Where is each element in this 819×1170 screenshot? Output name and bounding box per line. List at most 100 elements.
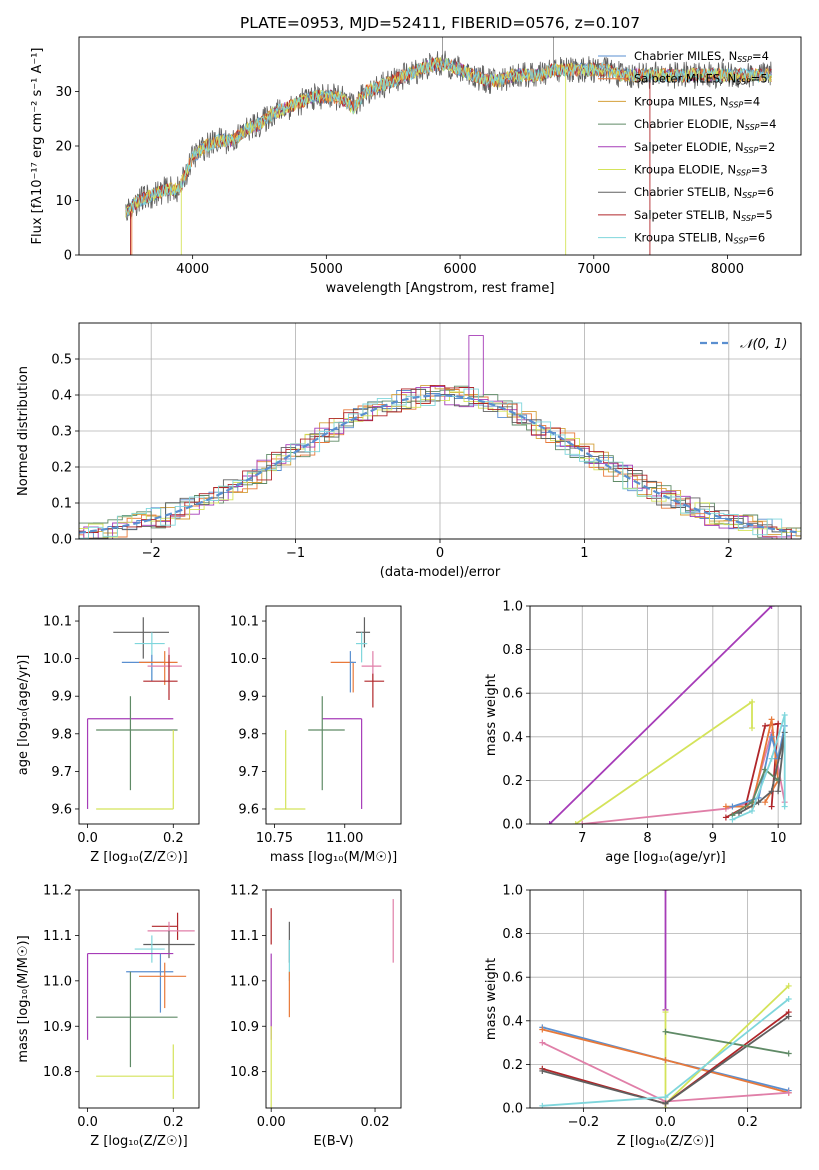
x-tick-label: 0.2 [163,831,184,846]
histograms [79,335,801,539]
x-axis-label: Z [log₁₀(Z/Z☉)] [90,850,187,865]
y-tick-label: 10.8 [230,1065,259,1080]
weight-marker [749,807,756,814]
plot-frame [78,605,200,825]
y-tick-label: 9.6 [51,802,72,817]
axes-mass-vs-Z: 0.0 0.2 10.8 10.9 11.0 11.1 11.2 Z [log₁₀(Z/Z☉)… [16,884,188,1150]
x-tick-label: −0.2 [568,1115,600,1130]
y-tick-label: 0.8 [502,643,523,658]
weight-marker [662,1094,669,1101]
weight-marker [762,799,769,806]
legend-label: Salpeter MILES, NSSP=5 [634,72,768,87]
plot-frame [78,322,802,540]
x-tick-label: 8000 [711,262,744,277]
y-tick-label: 9.8 [238,727,259,742]
y-tick-label: 11.0 [230,974,259,989]
x-tick-label: 0.02 [361,1115,390,1130]
weight-marker [768,803,775,810]
y-tick-label: 0.4 [51,389,72,404]
spectrum-series [125,57,772,215]
axes-mass-vs-ebv: 0.00 0.02 10.8 10.9 11.0 11.1 11.2 E(B-V) [230,884,389,1150]
y-tick-label: 10.0 [43,652,72,667]
y-tick-label: 0 [64,249,72,264]
weight-series [665,1030,789,1055]
weight-marker [662,1028,669,1035]
y-tick-label: 0.1 [51,497,72,512]
y-tick-label: 0.3 [51,425,72,440]
x-tick-label: 0.0 [77,1115,98,1130]
residual-histogram [79,388,801,539]
y-axis-label: Flux [fλ10⁻¹⁷ erg cm⁻² s⁻¹ A⁻¹] [30,48,45,245]
x-tick-label: 0.0 [77,831,98,846]
y-tick-label: 0.2 [51,461,72,476]
weight-series [731,768,779,817]
errorbars [270,899,394,1108]
plot-frame [265,889,402,1109]
y-axis-label: mass weight [484,958,499,1040]
x-axis-label: age [log₁₀(age/yr)] [605,850,726,865]
weight-marker [662,1057,669,1064]
y-tick-label: 0.4 [502,730,523,745]
legend-label: Chabrier MILES, NSSP=4 [634,49,769,64]
y-tick-label: 0.6 [502,971,523,986]
x-tick-label: 7000 [577,262,610,277]
errorbars [274,617,385,810]
weight-marker [768,733,775,740]
normal-curve [79,394,801,534]
weight-series [548,606,773,824]
weight-marker [749,698,756,705]
weight-marker [749,725,756,732]
errorbars [86,617,182,810]
x-tick-label: 9 [709,831,717,846]
y-tick-label: 0.6 [502,687,523,702]
x-axis-label: E(B-V) [313,1134,353,1149]
y-tick-label: 0.0 [502,818,523,833]
weight-marker [768,606,775,609]
plot-frame [78,36,802,256]
weight-lines [539,890,792,1108]
legend-label: Salpeter STELIB, NSSP=5 [634,208,773,223]
y-tick-label: 0.8 [502,927,523,942]
weight-marker [735,810,742,817]
weight-marker [768,788,775,795]
y-tick-label: 9.7 [51,765,72,780]
x-tick-label: 11.00 [326,831,363,846]
x-tick-label: 5000 [310,262,343,277]
x-tick-label: 0.2 [737,1115,758,1130]
y-tick-label: 20 [55,140,72,155]
y-tick-label: 9.8 [51,727,72,742]
axes-age-vs-mass: 10.75 11.00 9.6 9.7 9.8 9.9 10.0 10.1 mass [log₁… [230,615,397,865]
y-tick-label: 10.8 [43,1065,72,1080]
y-tick-label: 0.0 [502,1102,523,1117]
plot-frame [529,889,802,1109]
legend-label: Salpeter ELODIE, NSSP=2 [634,140,775,155]
weight-marker [785,1089,792,1096]
y-tick-label: 0.5 [51,353,72,368]
weight-marker [539,1067,546,1074]
weight-marker [781,712,788,718]
residual-histogram [79,389,801,539]
legend-label: Kroupa STELIB, NSSP=6 [634,231,765,246]
y-tick-label: 1.0 [502,884,523,899]
y-axis-label: age [log₁₀(age/yr)] [16,655,31,776]
residual-histogram [79,386,801,539]
x-axis-label: wavelength [Angstrom, rest frame] [326,281,555,296]
y-tick-label: 9.6 [238,802,259,817]
weight-marker [662,890,669,893]
axes-residuals: −2 −1 0 1 2 0.0 0.1 0.2 0.3 0.4 0.5 (data-model)/er… [16,323,801,580]
x-tick-label: 7 [578,831,586,846]
x-axis-label: mass [log₁₀(M/M☉)] [270,850,397,865]
axes-spectrum: 4000 5000 6000 7000 8000 0 10 20 30 wavelength [A… [30,48,744,297]
residual-histogram [79,384,801,539]
x-tick-label: 10 [770,831,787,846]
y-tick-label: 11.2 [230,884,259,899]
x-tick-label: 6000 [444,262,477,277]
legend-label: Chabrier STELIB, NSSP=6 [634,185,774,200]
chart-title: PLATE=0953, MJD=52411, FIBERID=0576, z=0… [240,14,640,32]
y-tick-label: 1.0 [502,600,523,615]
weight-marker [662,1009,669,1016]
y-tick-label: 9.9 [51,690,72,705]
weight-marker [768,755,775,762]
weight-marker [755,799,762,806]
y-axis-label: mass weight [484,674,499,756]
